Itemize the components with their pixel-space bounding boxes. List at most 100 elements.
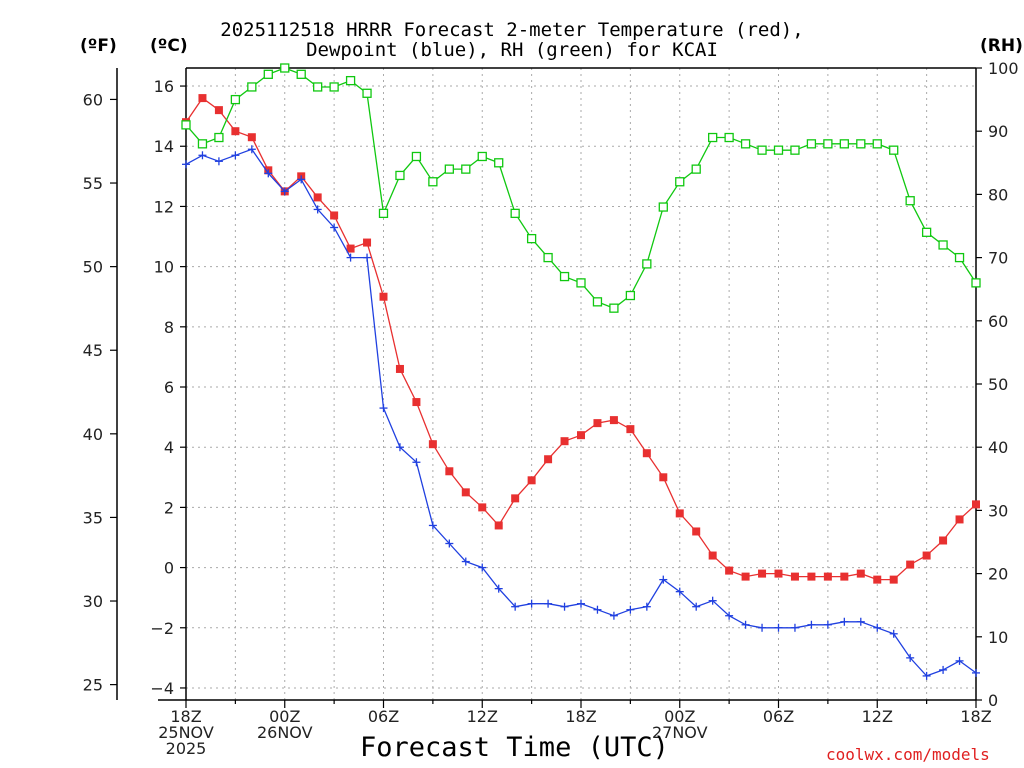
dewpoint-point [280,187,289,196]
rh-point [905,196,915,206]
2-meter-temperature-point [577,431,585,440]
rh-point [510,208,520,219]
rh-point [642,259,652,269]
fahrenheit-tick-label: 35 [83,508,103,527]
dewpoint-point [955,656,964,665]
rh-tick-label: 30 [988,501,1008,520]
rh-point [362,88,372,98]
rh-point [773,145,784,155]
x-tick-label: 06Z [763,707,794,726]
dewpoint-point [478,563,487,572]
dewpoint-point [527,599,536,608]
rh-point [938,240,948,250]
2-meter-temperature-point [972,500,980,509]
celsius-tick-label: 6 [164,378,174,397]
dewpoint-point [297,175,306,184]
rh-tick-label: 20 [988,565,1008,584]
x-tick-label: 25NOV [158,723,214,742]
dewpoint-point [774,623,783,632]
2-meter-temperature-point [675,509,684,518]
rh-point [592,297,603,307]
dewpoint-point [840,617,849,626]
2-meter-temperature-point [659,473,668,482]
celsius-tick-label: 2 [164,498,174,517]
2-meter-temperature-point [313,193,322,202]
2-meter-temperature-point [758,569,767,578]
rh-tick-label: 80 [988,185,1008,204]
rh-point [625,290,636,301]
rh-point [708,132,718,143]
dewpoint-point [198,151,207,160]
rh-point [329,82,339,92]
celsius-tick-label: 16 [154,77,174,96]
dewpoint-point [494,584,503,593]
celsius-tick-label: 4 [164,438,174,457]
dewpoint-point [379,404,388,413]
2-meter-temperature-point [922,551,931,560]
x-tick-label: 12Z [862,707,893,726]
2-meter-temperature-point [461,488,470,497]
rh-point [197,139,208,149]
celsius-tick-label: 10 [154,258,174,277]
rh-axis-label: (RH) [980,36,1023,56]
2-meter-temperature-point [214,106,223,115]
celsius-tick-label: 12 [154,197,174,216]
watermark: coolwx.com/models [826,745,990,764]
rh-point [954,252,965,263]
dewpoint-point [445,539,454,548]
dewpoint-point [659,575,668,584]
rh-point [428,177,438,187]
rh-point [280,63,290,73]
2-meter-temperature-point [642,449,651,458]
rh-point [543,252,553,263]
rh-point [247,82,257,92]
2-meter-temperature-point [906,560,915,569]
2-meter-temperature-point [807,572,816,581]
dewpoint-point [264,169,273,178]
2-meter-temperature-point [198,94,207,103]
2-meter-temperature-point [363,238,372,247]
rh-point [444,164,454,174]
rh-point [609,303,619,313]
rh-tick-label: 90 [988,122,1008,141]
dewpoint-point [231,151,240,160]
chart-title-line-2: Dewpoint (blue), RH (green) for KCAI [306,39,718,61]
dewpoint-point [642,602,651,611]
dewpoint-point [313,205,322,214]
2-meter-temperature-point [790,572,799,581]
rh-point [740,139,751,149]
2-meter-temperature-point [247,133,256,142]
dewpoint-point [247,145,256,154]
2-meter-temperature-point [527,476,536,485]
x-tick-label: 00Z [664,707,695,726]
x-tick-label: 18Z [170,707,201,726]
2-meter-temperature-point [494,521,503,530]
fahrenheit-tick-label: 45 [83,341,103,360]
dewpoint-point [412,458,421,467]
2-meter-temperature-point [478,503,487,512]
rh-tick-label: 0 [988,691,998,710]
2-meter-temperature-point [231,127,240,136]
2-meter-temperature-point [428,440,437,449]
dewpoint-point [823,620,832,629]
fahrenheit-tick-label: 30 [83,592,103,611]
2-meter-temperature-point [609,416,618,425]
rh-point [461,164,471,174]
x-tick-label: 18Z [565,707,596,726]
dewpoint-point [922,671,931,680]
rh-point [526,233,537,244]
x-tick-label: 12Z [467,707,498,726]
2-meter-temperature-point [840,572,849,581]
rh-point [313,82,323,92]
dewpoint-point [214,157,223,166]
rh-tick-label: 40 [988,438,1008,457]
rh-point [296,69,306,79]
fahrenheit-tick-label: 60 [83,90,103,109]
dewpoint-point [939,665,948,674]
rh-point [658,202,668,212]
2-meter-temperature-point [889,575,898,584]
dewpoint-point [609,611,618,620]
rh-tick-label: 70 [988,249,1008,268]
dewpoint-point [692,602,701,611]
rh-point [856,139,866,149]
